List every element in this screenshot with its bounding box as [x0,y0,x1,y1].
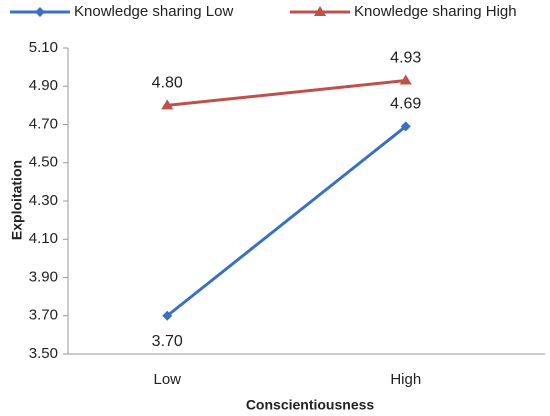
marker [162,310,173,321]
legend-label: Knowledge sharing Low [74,3,233,20]
data-label: 4.69 [390,96,421,113]
data-label: 4.93 [390,50,421,67]
marker [161,99,174,110]
marker [35,7,45,17]
y-tick-label: 4.10 [29,230,58,247]
y-tick-label: 3.70 [29,307,58,324]
series-line [167,79,406,107]
marker [399,74,412,85]
y-tick-label: 4.50 [29,154,58,171]
y-tick-label: 3.90 [29,268,58,285]
y-tick-label: 5.10 [29,39,58,56]
y-axis-title: Exploitation [9,160,25,240]
y-tick-label: 4.30 [29,192,58,209]
y-tick-label: 3.50 [29,345,58,362]
x-tick-label: Low [153,371,181,388]
data-label: 4.80 [152,75,183,92]
x-tick-label: High [390,371,421,388]
x-axis-title: Conscientiousness [246,397,375,413]
marker [314,6,326,16]
data-label: 3.70 [152,333,183,350]
y-tick-label: 4.70 [29,115,58,132]
y-tick-label: 4.90 [29,77,58,94]
legend-label: Knowledge sharing High [354,3,517,20]
marker [400,121,411,132]
series-line [166,125,407,317]
